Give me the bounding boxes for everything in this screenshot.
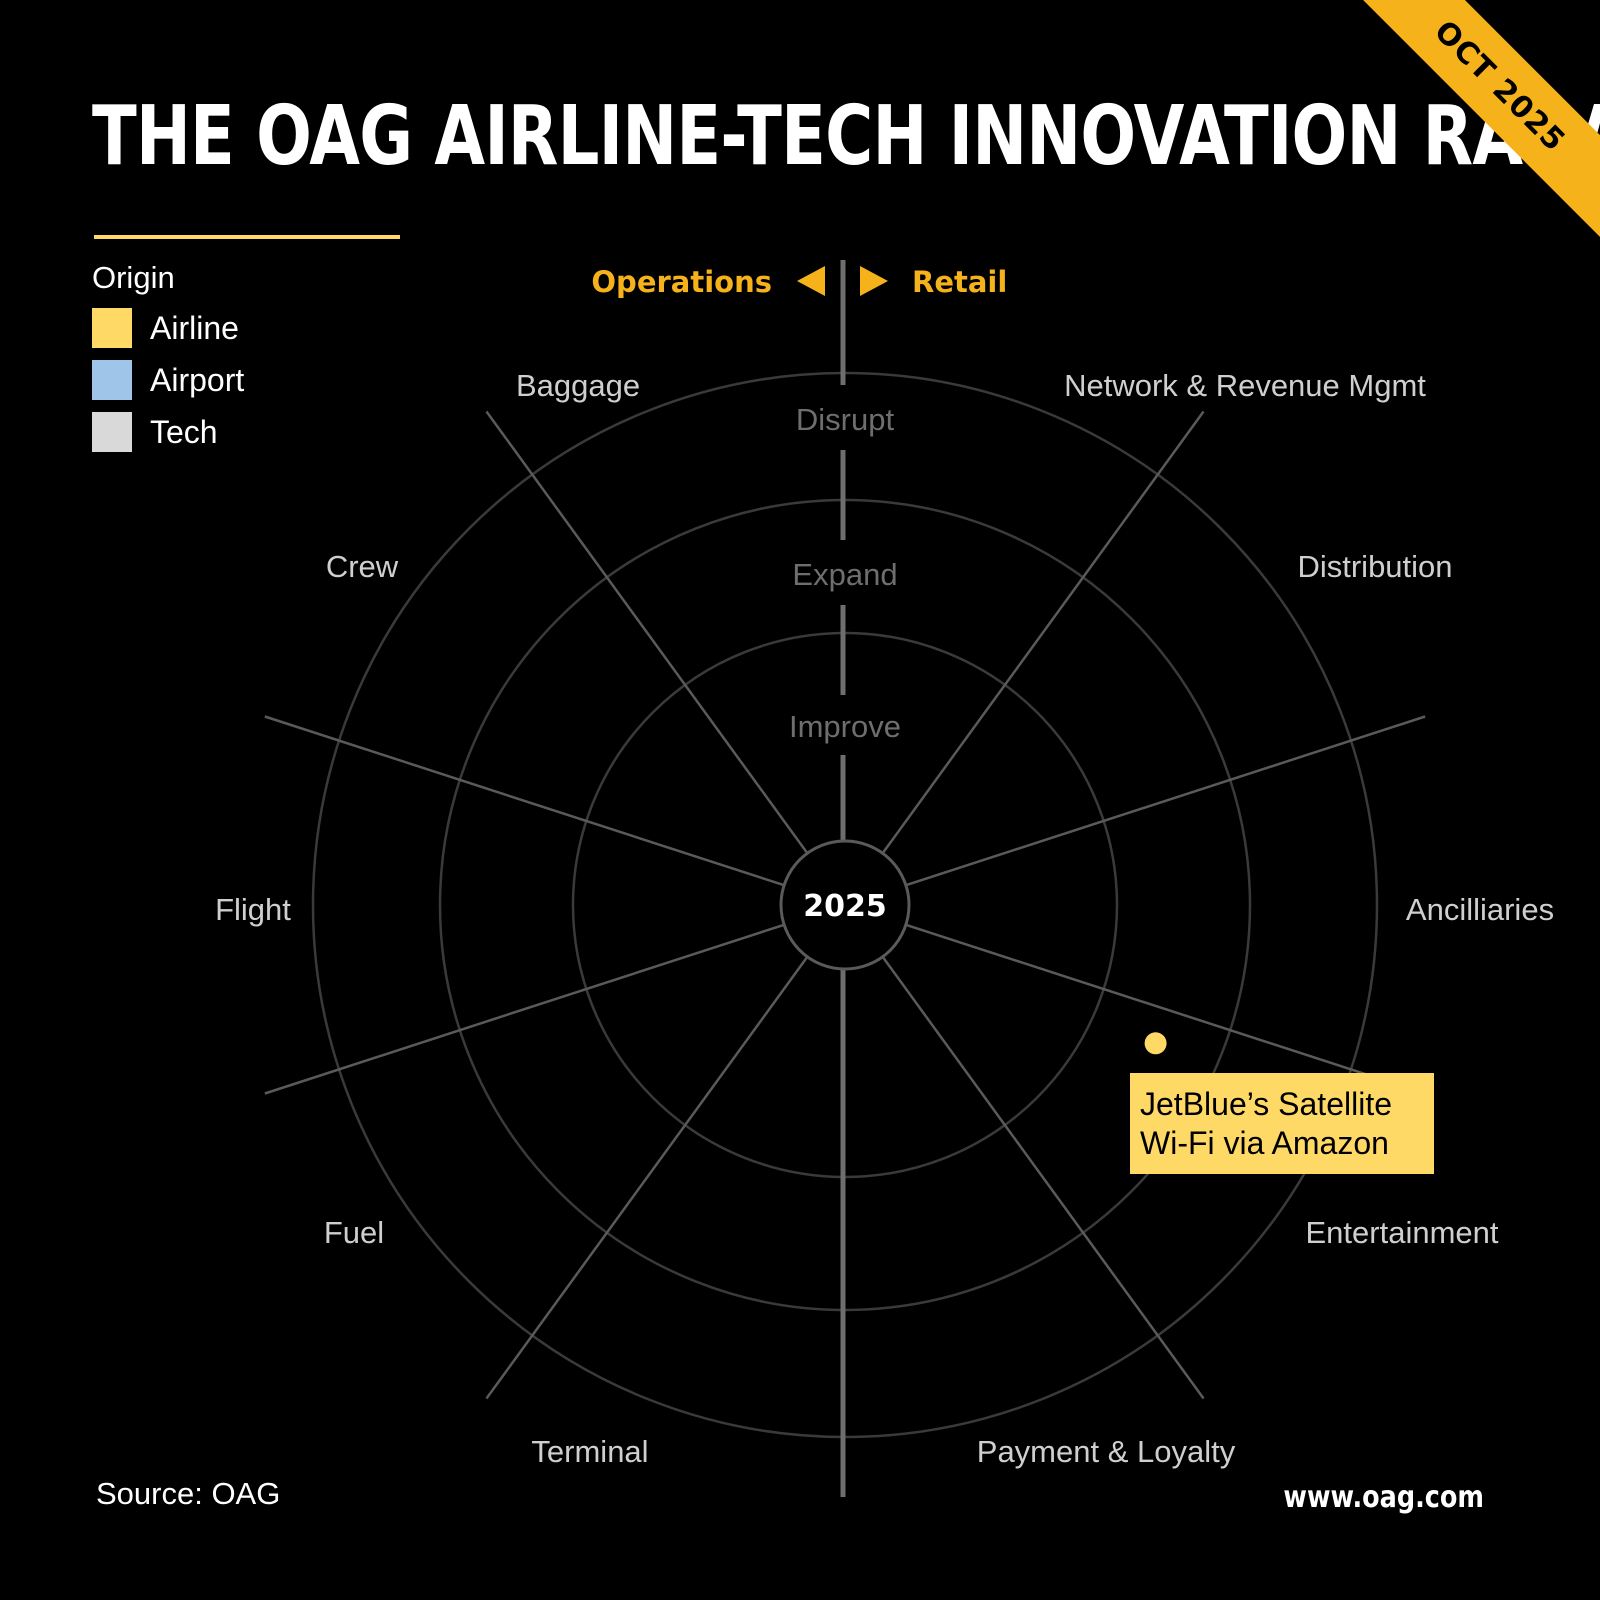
legend-item-airline: Airline (92, 308, 244, 348)
right-arrow-icon (860, 266, 888, 296)
legend-title: Origin (92, 260, 175, 295)
axis-label-operations: Operations (591, 265, 772, 299)
radar-spoke (264, 923, 785, 1095)
left-arrow-icon (797, 266, 825, 296)
legend-swatch-tech (92, 412, 132, 452)
sector-label: Ancilliaries (1406, 892, 1554, 927)
legend: Origin Airline Airport Tech (92, 260, 244, 464)
radar-spoke (881, 956, 1205, 1400)
ring-label-improve: Improve (789, 709, 901, 744)
sector-label: Payment & Loyalty (977, 1434, 1236, 1469)
point-callout: JetBlue’s Satellite Wi-Fi via Amazon (1130, 1073, 1434, 1174)
legend-label-airline: Airline (150, 309, 239, 346)
radar-hub (779, 839, 911, 971)
point-callout-text: JetBlue’s Satellite Wi-Fi via Amazon (1140, 1086, 1392, 1161)
radar-spoke (905, 715, 1426, 887)
legend-item-tech: Tech (92, 412, 244, 452)
ring-label-expand: Expand (792, 557, 897, 592)
page-title: THE OAG AIRLINE-TECH INNOVATION RADAR (92, 89, 1600, 184)
sector-label: Terminal (531, 1434, 648, 1469)
radar-spoke (485, 956, 809, 1400)
radar-spoke (485, 410, 809, 854)
axis-label-retail: Retail (912, 265, 1007, 299)
sector-label: Fuel (324, 1215, 384, 1250)
legend-item-airport: Airport (92, 360, 244, 400)
sector-label: Distribution (1297, 549, 1452, 584)
radar-spoke (905, 923, 1426, 1095)
center-label: 2025 (803, 889, 887, 924)
sector-label: Flight (215, 892, 291, 927)
sector-label: Entertainment (1306, 1215, 1499, 1250)
legend-swatch-airport (92, 360, 132, 400)
sector-label: Network & Revenue Mgmt (1064, 368, 1426, 403)
legend-label-tech: Tech (150, 413, 218, 450)
radar-spoke (881, 410, 1205, 854)
radar-labels: 2025 Improve Expand Disrupt Operations Retail… (215, 265, 1554, 1469)
legend-label-airport: Airport (150, 361, 245, 398)
ring-label-disrupt: Disrupt (796, 402, 895, 437)
radar-point[interactable] (1144, 1032, 1167, 1055)
radar-spoke (264, 715, 785, 887)
sector-label: Crew (326, 549, 399, 584)
radar-points (1144, 1032, 1167, 1055)
website-link[interactable]: www.oag.com (1283, 1480, 1484, 1515)
title-underline (94, 235, 400, 239)
radar-grid (264, 260, 1426, 1497)
source-note: Source: OAG (96, 1476, 281, 1511)
sector-label: Baggage (516, 368, 640, 403)
legend-swatch-airline (92, 308, 132, 348)
